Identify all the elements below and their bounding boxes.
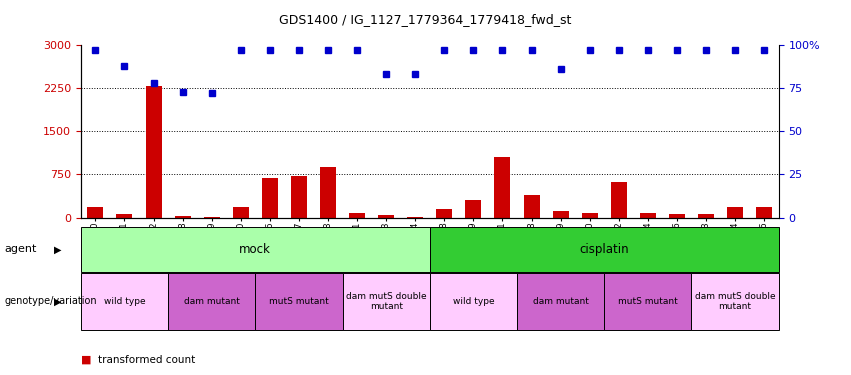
Bar [320, 168, 336, 217]
Bar [669, 214, 685, 217]
Text: genotype/variation: genotype/variation [4, 296, 97, 306]
Text: dam mutant: dam mutant [184, 297, 240, 306]
Bar [378, 215, 394, 217]
Bar [611, 182, 626, 218]
Text: cisplatin: cisplatin [580, 243, 629, 256]
Bar [727, 207, 743, 218]
Bar [174, 216, 191, 217]
Bar [523, 195, 540, 217]
Text: mutS mutant: mutS mutant [269, 297, 328, 306]
Text: ▶: ▶ [54, 296, 61, 306]
Bar [465, 200, 482, 217]
Text: ■: ■ [81, 355, 91, 365]
Bar [146, 86, 162, 218]
Text: agent: agent [4, 244, 37, 254]
Bar [582, 213, 597, 217]
Bar [757, 207, 772, 218]
Text: transformed count: transformed count [98, 355, 195, 365]
Text: mutS mutant: mutS mutant [618, 297, 677, 306]
Bar [494, 157, 511, 218]
Bar [233, 207, 248, 218]
Bar [698, 214, 714, 217]
Bar [262, 178, 277, 218]
Bar [437, 209, 452, 218]
Bar [88, 207, 103, 218]
Text: dam mutS double
mutant: dam mutS double mutant [694, 292, 775, 311]
Bar [349, 213, 365, 217]
Text: mock: mock [239, 243, 271, 256]
Text: GDS1400 / IG_1127_1779364_1779418_fwd_st: GDS1400 / IG_1127_1779364_1779418_fwd_st [279, 13, 572, 26]
Text: wild type: wild type [453, 297, 494, 306]
Text: dam mutS double
mutant: dam mutS double mutant [346, 292, 426, 311]
Text: dam mutant: dam mutant [533, 297, 589, 306]
Text: ▶: ▶ [54, 244, 61, 254]
Bar [552, 211, 568, 218]
Bar [640, 213, 656, 217]
Bar [291, 176, 307, 218]
Bar [117, 214, 133, 217]
Text: wild type: wild type [104, 297, 146, 306]
